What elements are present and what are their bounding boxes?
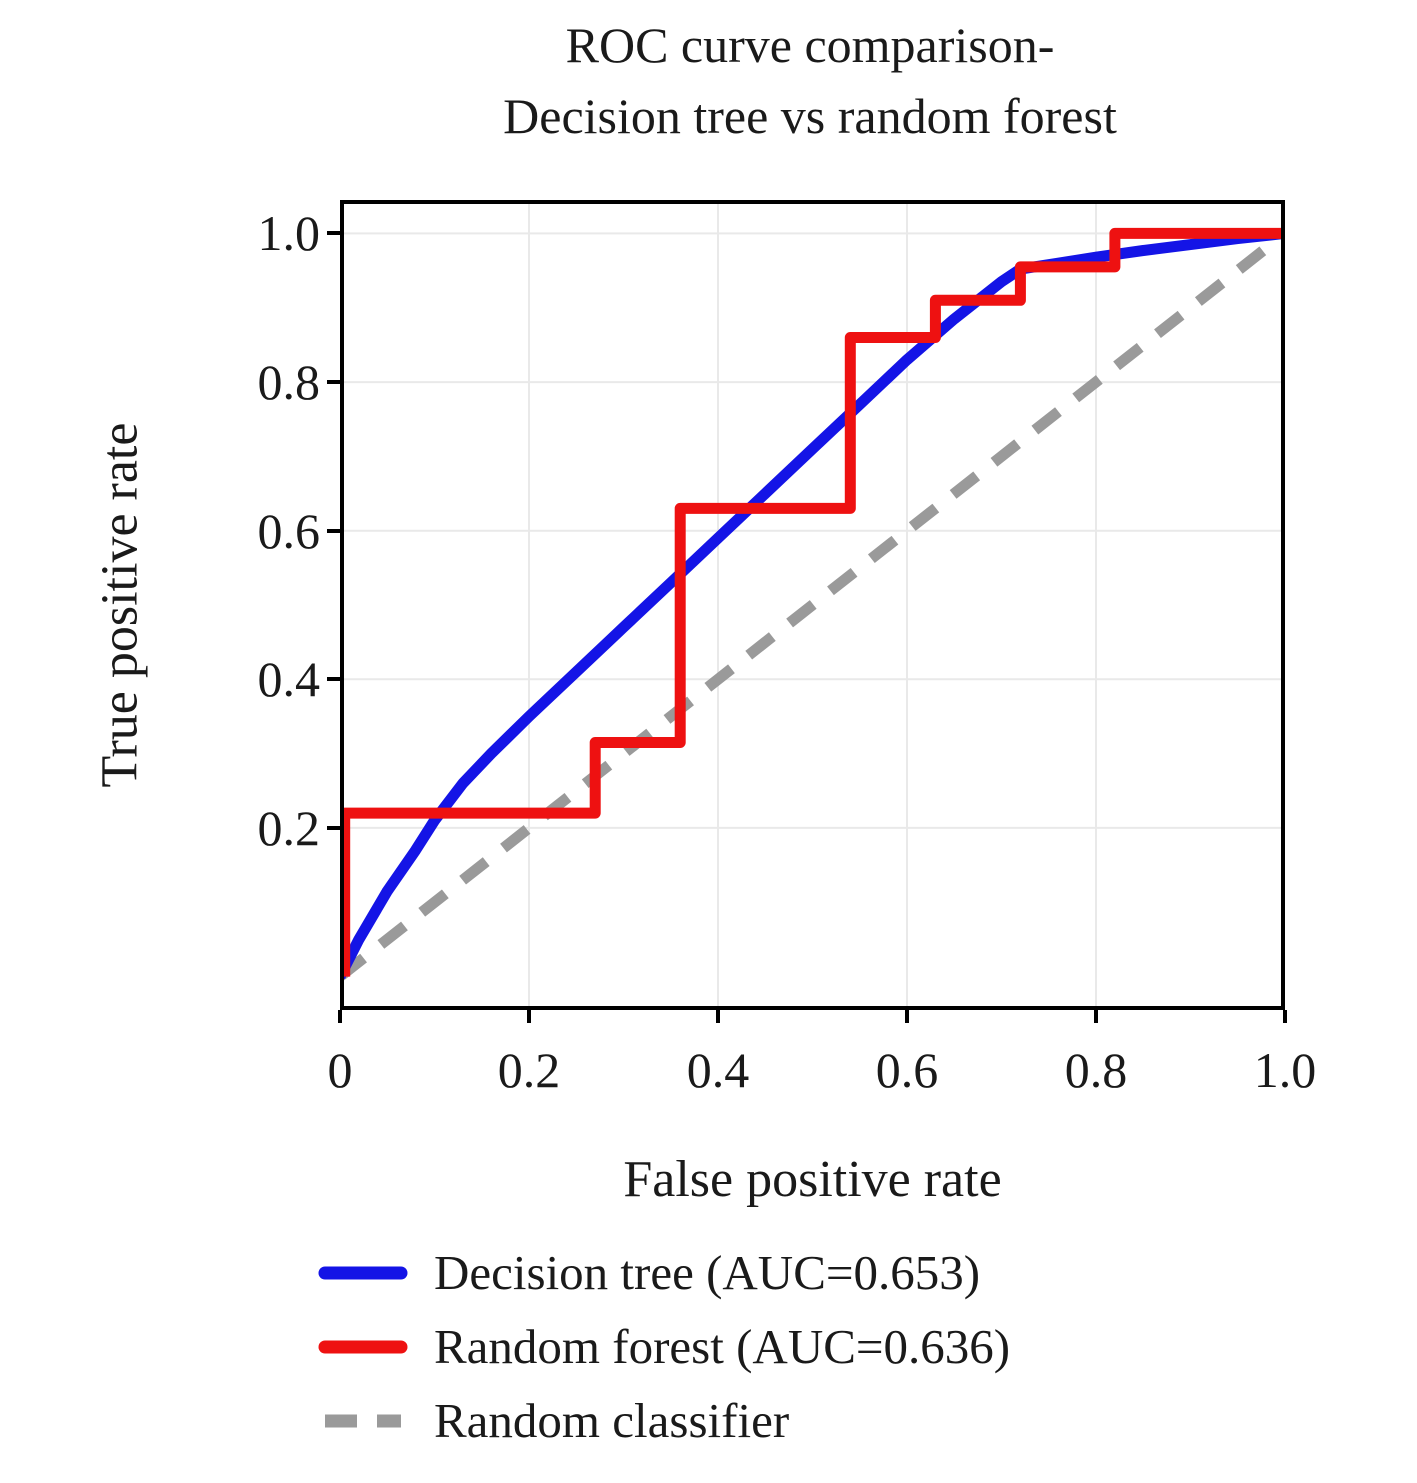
x-tick-label: 0 (327, 1042, 353, 1098)
y-tick-label: 0.2 (257, 799, 321, 856)
roc-plot-svg (340, 200, 1285, 1010)
legend-label-random-classifier: Random classifier (434, 1393, 790, 1448)
legend-item-decision-tree: Decision tree (AUC=0.653) (318, 1248, 1010, 1298)
y-tick-label: 1.0 (257, 205, 321, 262)
x-tick-mark (1094, 1010, 1098, 1023)
legend-label-decision-tree: Decision tree (AUC=0.653) (434, 1245, 981, 1300)
y-tick-mark (327, 677, 340, 682)
x-tick-label: 0.6 (875, 1042, 939, 1098)
chart-title-line1: ROC curve comparison- (565, 17, 1055, 73)
legend-line-random-forest-icon (318, 1340, 408, 1354)
x-tick-label: 1.0 (1253, 1042, 1317, 1098)
y-axis-label: True positive rate (91, 422, 149, 788)
series-random-classifier-line (340, 229, 1285, 981)
x-axis-label: False positive rate (623, 1151, 1002, 1208)
legend-item-random-classifier: Random classifier (318, 1396, 1010, 1446)
legend-label-random-forest: Random forest (AUC=0.636) (434, 1319, 1011, 1374)
y-tick-mark (327, 528, 340, 533)
y-tick-mark (327, 231, 340, 236)
chart-title-line2: Decision tree vs random forest (503, 88, 1117, 144)
legend-line-random-classifier-icon (325, 1414, 401, 1428)
x-tick-label: 0.2 (497, 1042, 561, 1098)
series-random-forest-line (340, 227, 1285, 977)
x-tick-mark (716, 1010, 720, 1023)
y-tick-label: 0.8 (257, 354, 321, 411)
plot-frame (340, 200, 1285, 1010)
legend-item-random-forest: Random forest (AUC=0.636) (318, 1322, 1010, 1372)
chart-title: ROC curve comparison- Decision tree vs r… (280, 10, 1340, 152)
legend: Decision tree (AUC=0.653) Random forest … (318, 1248, 1010, 1470)
x-tick-label: 0.8 (1064, 1042, 1128, 1098)
plot-area (340, 200, 1285, 1010)
x-tick-mark (1283, 1010, 1287, 1023)
y-tick-mark (327, 825, 340, 830)
x-tick-mark (527, 1010, 531, 1023)
legend-line-decision-tree-icon (318, 1266, 408, 1280)
y-tick-label: 0.6 (257, 502, 321, 559)
x-tick-mark (905, 1010, 909, 1023)
series-decision-tree-line (340, 227, 1285, 980)
x-tick-label: 0.4 (686, 1042, 750, 1098)
x-tick-mark (338, 1010, 342, 1023)
y-tick-mark (327, 380, 340, 385)
y-tick-label: 0.4 (257, 651, 321, 708)
